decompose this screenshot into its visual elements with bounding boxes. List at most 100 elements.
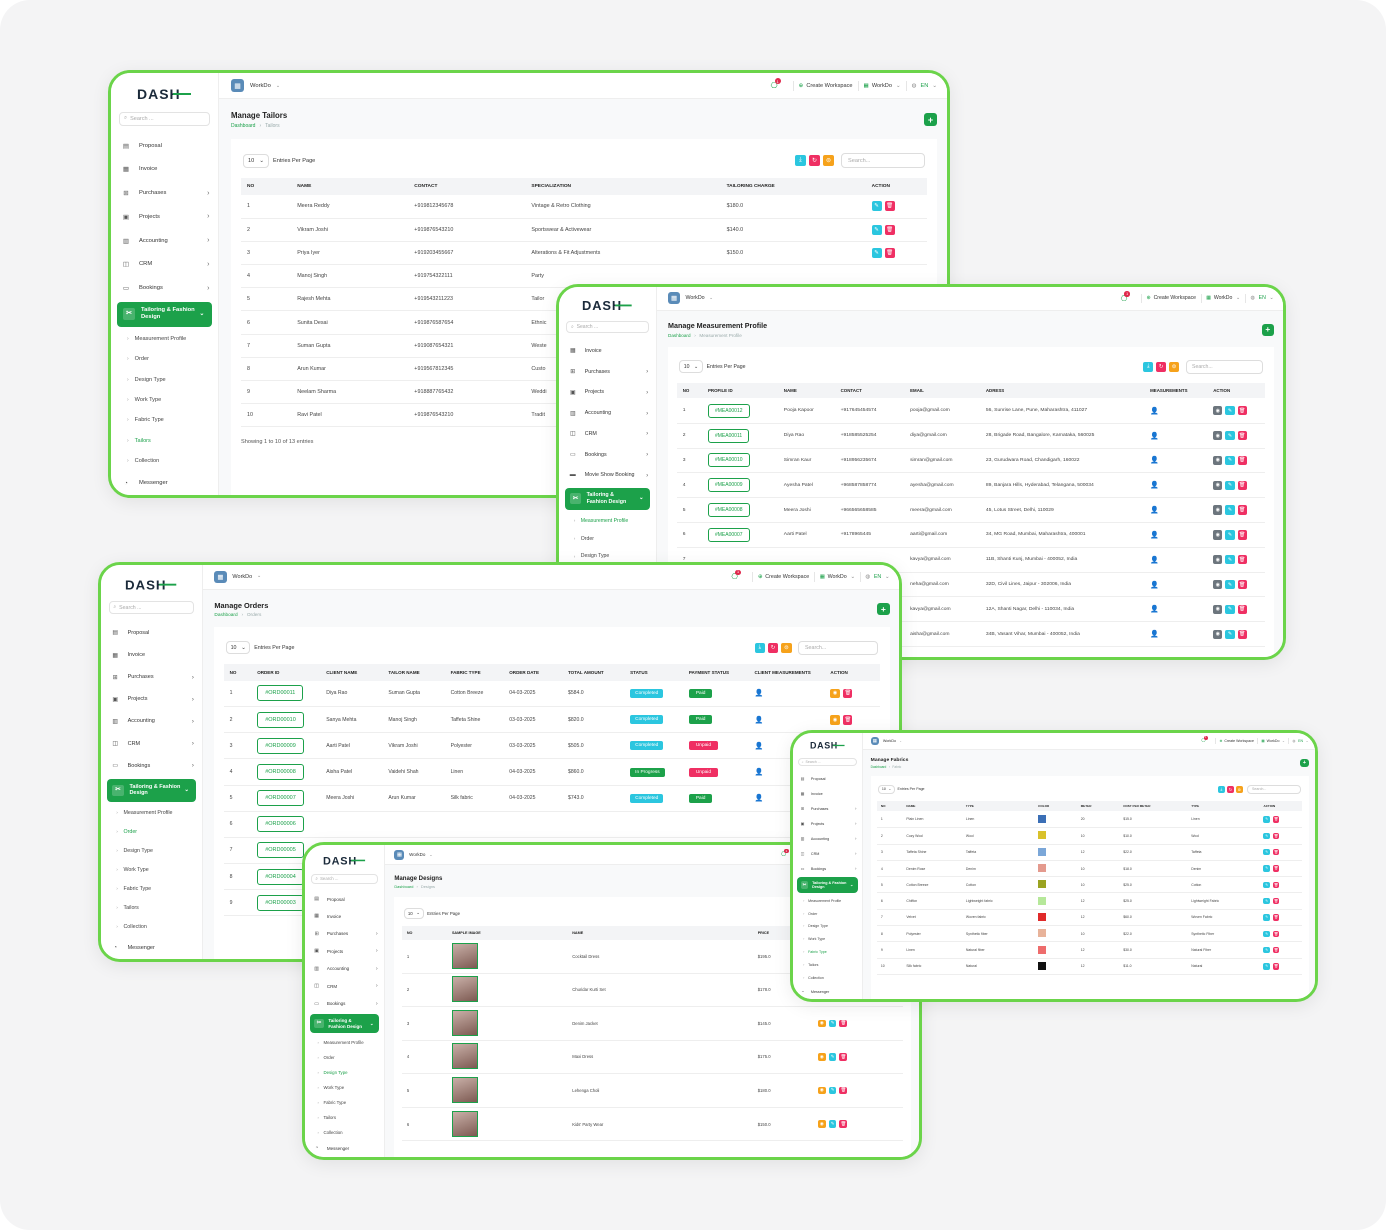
sidebar-sub-fabric-type[interactable]: › Fabric Type xyxy=(101,880,202,899)
sidebar-item-accounting[interactable]: ▥ Accounting › xyxy=(101,710,202,732)
sidebar-item-projects[interactable]: ▣ Projects › xyxy=(111,205,218,229)
breadcrumb-dashboard[interactable]: Dashboard xyxy=(231,123,256,129)
user-measurement-icon[interactable]: 👤 xyxy=(754,769,764,777)
sidebar-item-invoice[interactable]: ▦ Invoice xyxy=(793,786,862,801)
column-header[interactable]: PAYMENT STATUS xyxy=(683,664,749,681)
edit-button[interactable]: ✎ xyxy=(1225,480,1235,490)
delete-button[interactable]: 🗑 xyxy=(1237,505,1247,515)
language-selector[interactable]: ◍EN⌄ xyxy=(912,83,937,89)
refresh-button[interactable]: ↻ xyxy=(1226,785,1234,793)
entries-select[interactable]: 10 ⌄ xyxy=(225,641,251,655)
view-button[interactable]: ◉ xyxy=(830,715,840,725)
sidebar-sub-design-type[interactable]: › Design Type xyxy=(793,920,862,933)
language-selector[interactable]: ◍EN⌄ xyxy=(1251,295,1274,301)
view-button[interactable]: ◉ xyxy=(1213,480,1223,490)
view-button[interactable]: ◉ xyxy=(1213,555,1223,565)
workspace-switcher[interactable]: ▦ WorkDo ⌄ xyxy=(214,570,261,584)
column-header[interactable]: ADRESS xyxy=(980,382,1145,399)
edit-button[interactable]: ✎ xyxy=(828,1120,837,1128)
view-button[interactable]: ◉ xyxy=(817,1086,826,1095)
sidebar-item-purchases[interactable]: ⊞ Purchases › xyxy=(305,925,384,942)
sidebar-item-tailoring[interactable]: ✂ Tailoring & Fashion Design ⌄ xyxy=(796,877,859,894)
delete-button[interactable]: 🗑 xyxy=(839,1019,848,1028)
column-header[interactable]: CONTACT xyxy=(408,178,526,195)
sidebar-item-invoice[interactable]: ▦ Invoice xyxy=(101,644,202,666)
entries-select[interactable]: 10 ⌄ xyxy=(403,907,424,919)
column-header[interactable]: CLIENT NAME xyxy=(320,664,383,681)
column-header[interactable]: NAME xyxy=(291,178,409,195)
breadcrumb-dashboard[interactable]: Dashboard xyxy=(668,332,691,338)
sidebar-sub-tailors[interactable]: ›Tailors xyxy=(793,958,862,971)
sidebar-item-tailoring[interactable]: ✂ Tailoring & Fashion Design ⌄ xyxy=(564,487,651,511)
delete-button[interactable]: 🗑 xyxy=(1272,897,1280,905)
create-workspace-button[interactable]: ⊕Create Workspace xyxy=(799,83,853,89)
filter-button[interactable]: ⊜ xyxy=(823,155,834,166)
sidebar-item-purchases[interactable]: ⊞ Purchases › xyxy=(793,801,862,816)
column-header[interactable]: NO xyxy=(223,664,252,681)
workspace-menu[interactable]: ▦WorkDo⌄ xyxy=(1206,295,1240,301)
edit-button[interactable]: ✎ xyxy=(1263,914,1270,921)
sidebar-sub-design-type[interactable]: › Design Type xyxy=(101,842,202,861)
sidebar-item-purchases[interactable]: ⊞ Purchases › xyxy=(559,361,656,382)
language-selector[interactable]: ◍EN⌄ xyxy=(865,574,889,580)
add-button[interactable]: + xyxy=(1300,758,1309,767)
sidebar-item-invoice[interactable]: ▦ Invoice xyxy=(111,157,218,181)
delete-button[interactable]: 🗑 xyxy=(884,224,895,235)
entries-select[interactable]: 10 ⌄ xyxy=(878,784,895,794)
workspace-switcher[interactable]: ▦ WorkDo ⌄ xyxy=(394,849,433,860)
filter-button[interactable]: ⊜ xyxy=(1235,785,1243,793)
view-button[interactable]: ◉ xyxy=(817,1120,826,1128)
column-header[interactable]: NO xyxy=(877,800,903,812)
edit-button[interactable]: ✎ xyxy=(1263,865,1270,872)
delete-button[interactable]: 🗑 xyxy=(1237,405,1247,416)
workspace-switcher[interactable]: ▦ WorkDo ⌄ xyxy=(231,79,280,92)
sidebar-item-bookings[interactable]: ▭ Bookings › xyxy=(793,861,862,876)
delete-button[interactable]: 🗑 xyxy=(842,715,853,725)
delete-button[interactable]: 🗑 xyxy=(884,201,895,212)
sidebar-item-proposal[interactable]: ▤ Proposal xyxy=(111,134,218,158)
edit-button[interactable]: ✎ xyxy=(1225,405,1235,416)
sidebar-item-crm[interactable]: ◫ CRM › xyxy=(101,733,202,755)
user-measurement-icon[interactable]: 👤 xyxy=(1150,606,1159,614)
view-button[interactable]: ◉ xyxy=(1213,431,1223,441)
add-button[interactable]: + xyxy=(924,113,937,126)
sidebar-sub-order[interactable]: › Order xyxy=(111,349,218,369)
user-measurement-icon[interactable]: 👤 xyxy=(1150,457,1159,465)
edit-button[interactable]: ✎ xyxy=(1225,431,1235,441)
edit-button[interactable]: ✎ xyxy=(1263,897,1270,905)
sidebar-item-proposal[interactable]: ▤ Proposal xyxy=(793,771,862,786)
view-button[interactable]: ◉ xyxy=(1213,629,1223,639)
view-button[interactable]: ◉ xyxy=(1213,604,1223,614)
column-header[interactable]: NAME xyxy=(567,926,754,940)
sidebar-sub-tailors[interactable]: ›Tailors xyxy=(101,899,202,918)
column-header[interactable]: NO xyxy=(677,382,703,399)
notification-bell-icon[interactable]: ⎔ 1 xyxy=(780,848,789,859)
language-selector[interactable]: ◍EN⌄ xyxy=(1292,739,1308,743)
column-header[interactable]: TAILORING CHARGE xyxy=(720,178,866,195)
sidebar-item-proposal[interactable]: ▤ Proposal xyxy=(305,890,384,907)
edit-button[interactable]: ✎ xyxy=(1225,555,1235,565)
sidebar-sub-collection[interactable]: › Collection xyxy=(305,1125,384,1140)
refresh-button[interactable]: ↻ xyxy=(809,155,820,166)
sidebar-sub-collection[interactable]: › Collection xyxy=(101,918,202,937)
profile-id-tag[interactable]: #MEA00010 xyxy=(707,453,750,468)
profile-id-tag[interactable]: #MEA00008 xyxy=(707,503,750,518)
sidebar-item-projects[interactable]: ▣ Projects › xyxy=(101,688,202,710)
view-button[interactable]: ◉ xyxy=(1213,505,1223,515)
breadcrumb-dashboard[interactable]: Dashboard xyxy=(394,883,414,889)
column-header[interactable]: NO xyxy=(241,178,292,195)
sidebar-sub-order[interactable]: › Order xyxy=(793,907,862,920)
edit-button[interactable]: ✎ xyxy=(1225,629,1235,639)
column-header[interactable]: NAME xyxy=(902,800,963,812)
sidebar-item-projects[interactable]: ▣ Projects › xyxy=(559,382,656,403)
order-id-tag[interactable]: #ORD00003 xyxy=(257,894,304,911)
add-button[interactable]: + xyxy=(877,602,890,616)
sidebar-sub-tailors[interactable]: ›Tailors xyxy=(111,430,218,450)
sidebar-sub-measurement[interactable]: › Measurement Profile xyxy=(111,329,218,349)
profile-id-tag[interactable]: #MEA00012 xyxy=(707,403,750,418)
delete-button[interactable]: 🗑 xyxy=(1237,629,1247,639)
profile-id-tag[interactable]: #MEA00007 xyxy=(707,527,750,542)
notification-bell-icon[interactable]: ⎔ 1 xyxy=(1201,735,1208,744)
workspace-switcher[interactable]: ▦ WorkDo ⌄ xyxy=(668,292,713,305)
delete-button[interactable]: 🗑 xyxy=(1237,579,1247,590)
